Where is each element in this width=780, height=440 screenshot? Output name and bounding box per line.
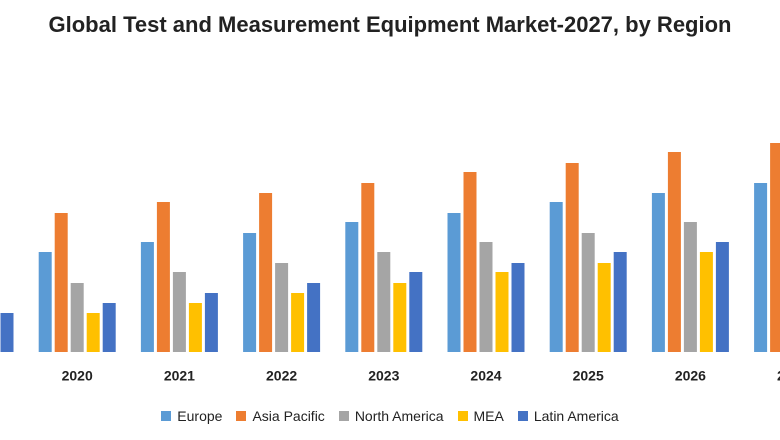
legend-label: Latin America (533, 408, 619, 424)
x-tick-label: 2024 (470, 368, 501, 384)
bar (259, 193, 273, 352)
bar (565, 163, 579, 352)
bar (377, 252, 391, 352)
x-tick-label: 2027 (777, 368, 780, 384)
bar (172, 272, 186, 352)
bar (754, 183, 768, 352)
bar (243, 233, 257, 352)
bar (409, 272, 423, 352)
legend-swatch (236, 411, 247, 421)
legend-label: Asia Pacific (252, 408, 325, 424)
x-tick-label: 2020 (62, 368, 93, 384)
x-tick-label: 2021 (164, 368, 195, 384)
bar (715, 242, 729, 352)
bar (463, 172, 477, 352)
bar (38, 252, 52, 352)
bar (307, 283, 321, 352)
legend-swatch (457, 411, 468, 421)
bar (495, 272, 509, 352)
legend-swatch (338, 411, 349, 421)
bar (156, 202, 170, 352)
bar (291, 293, 305, 352)
bar (479, 242, 493, 352)
bar (447, 213, 461, 352)
bar (613, 252, 627, 352)
legend-swatch (161, 411, 172, 421)
legend-label: North America (354, 408, 444, 424)
chart-title: Global Test and Measurement Equipment Ma… (48, 12, 732, 37)
legend-swatch (517, 411, 528, 421)
bar (86, 313, 100, 352)
bar (70, 283, 84, 352)
bar (511, 263, 525, 352)
legend: Europe Asia Pacific North America MEA Latin … (0, 408, 780, 424)
legend-item: MEA (457, 408, 504, 424)
bar (361, 183, 375, 352)
bar (770, 143, 780, 352)
bar (699, 252, 713, 352)
legend-label: MEA (473, 408, 504, 424)
legend-item: Latin America (517, 408, 619, 424)
x-tick-label: 2023 (368, 368, 399, 384)
bar (581, 233, 595, 352)
bar (345, 222, 359, 352)
bar (667, 152, 681, 352)
x-tick-label: 2022 (266, 368, 297, 384)
bar (54, 213, 68, 352)
bar (204, 293, 218, 352)
bar (393, 283, 407, 352)
bar (549, 202, 563, 352)
legend-item: Europe (161, 408, 222, 424)
legend-label: Europe (177, 408, 223, 424)
legend-item: Asia Pacific (236, 408, 325, 424)
bar (140, 242, 154, 352)
bar (651, 193, 665, 352)
x-tick-label: 2026 (675, 368, 706, 384)
bar (188, 303, 202, 352)
bar (275, 263, 289, 352)
bar (683, 222, 697, 352)
bar (102, 303, 116, 352)
x-tick-label: 2025 (573, 368, 604, 384)
legend-item: North America (338, 408, 444, 424)
bar (0, 313, 14, 352)
bar (597, 263, 611, 352)
